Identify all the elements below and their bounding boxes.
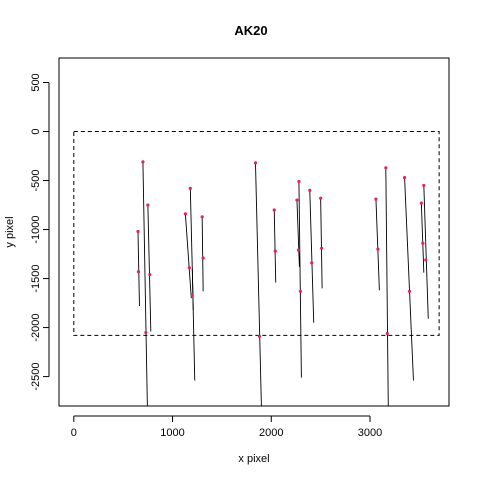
y-tick-label-6: -2000	[30, 314, 42, 342]
track-line-1	[137, 231, 140, 307]
plot-frame	[58, 57, 450, 407]
y-tick-label-5: -1500	[30, 264, 42, 292]
track-point-16-1	[402, 175, 407, 180]
y-tick-label-4: -1000	[30, 215, 42, 243]
track-line-15	[385, 167, 389, 406]
track-point-2-2	[144, 330, 148, 335]
track-point-4-2	[187, 266, 191, 270]
track-line-12	[309, 190, 315, 323]
track-point-3-1	[146, 203, 150, 207]
track-line-14	[375, 199, 380, 291]
track-point-14-2	[376, 247, 380, 251]
track-line-3	[147, 205, 152, 332]
track-point-5-1	[188, 186, 192, 190]
track-point-8-1	[253, 161, 258, 165]
track-point-4-1	[183, 212, 187, 216]
track-point-10-2	[296, 248, 301, 252]
track-point-17-2	[421, 241, 425, 245]
reference-rectangle-group	[73, 131, 440, 336]
track-point-7-2	[201, 256, 205, 260]
track-point-15-1	[384, 166, 388, 170]
track-point-10-1	[295, 198, 299, 202]
track-point-11-2	[298, 289, 303, 293]
points-group	[136, 160, 428, 338]
track-point-18-1	[422, 183, 426, 188]
track-line-17	[420, 203, 425, 273]
track-line-2	[142, 161, 148, 406]
y-axis: 500 0 -500 -1000 -1500 -2000 -2500	[30, 73, 50, 391]
track-point-15-2	[385, 331, 389, 336]
reference-rectangle	[73, 131, 440, 336]
track-point-13-1	[319, 196, 323, 200]
track-point-9-1	[272, 208, 276, 212]
track-point-1-2	[136, 270, 141, 274]
track-line-16	[404, 177, 414, 381]
track-point-12-1	[308, 188, 312, 192]
track-line-13	[320, 198, 323, 289]
track-point-1-1	[136, 229, 140, 234]
track-point-3-2	[148, 273, 152, 277]
track-point-12-2	[310, 261, 314, 265]
track-point-14-1	[374, 197, 378, 201]
track-line-9	[273, 209, 277, 283]
y-tick-label-3: -500	[30, 170, 42, 192]
track-point-5-2	[190, 293, 194, 297]
y-axis-label: y pixel	[4, 216, 16, 247]
tracks-group	[137, 161, 429, 406]
track-line-7	[201, 216, 204, 292]
track-point-18-2	[424, 258, 428, 262]
chart-title: AK20	[234, 23, 267, 38]
x-axis: 0 1000 2000 3000	[71, 415, 382, 439]
track-line-18	[423, 185, 429, 319]
x-tick-label-1: 0	[71, 427, 77, 439]
x-tick-label-2: 1000	[160, 427, 184, 439]
track-line-10	[296, 200, 300, 267]
track-point-7-1	[200, 215, 204, 219]
track-line-8	[255, 162, 262, 406]
y-tick-label-1: 500	[30, 73, 42, 91]
track-point-11-1	[297, 179, 301, 184]
x-tick-label-4: 3000	[358, 427, 382, 439]
track-line-11	[298, 181, 302, 378]
track-point-13-2	[320, 246, 324, 250]
track-line-6	[191, 268, 196, 381]
track-point-16-2	[407, 289, 412, 293]
track-point-17-1	[419, 201, 423, 205]
track-point-9-2	[273, 249, 277, 253]
track-line-4	[184, 213, 192, 299]
track-point-2-1	[141, 160, 145, 164]
track-point-8-2	[257, 334, 262, 338]
y-tick-label-2: 0	[30, 128, 42, 134]
y-tick-label-7: -2500	[30, 363, 42, 391]
x-tick-label-3: 2000	[259, 427, 283, 439]
x-axis-label: x pixel	[238, 453, 269, 465]
